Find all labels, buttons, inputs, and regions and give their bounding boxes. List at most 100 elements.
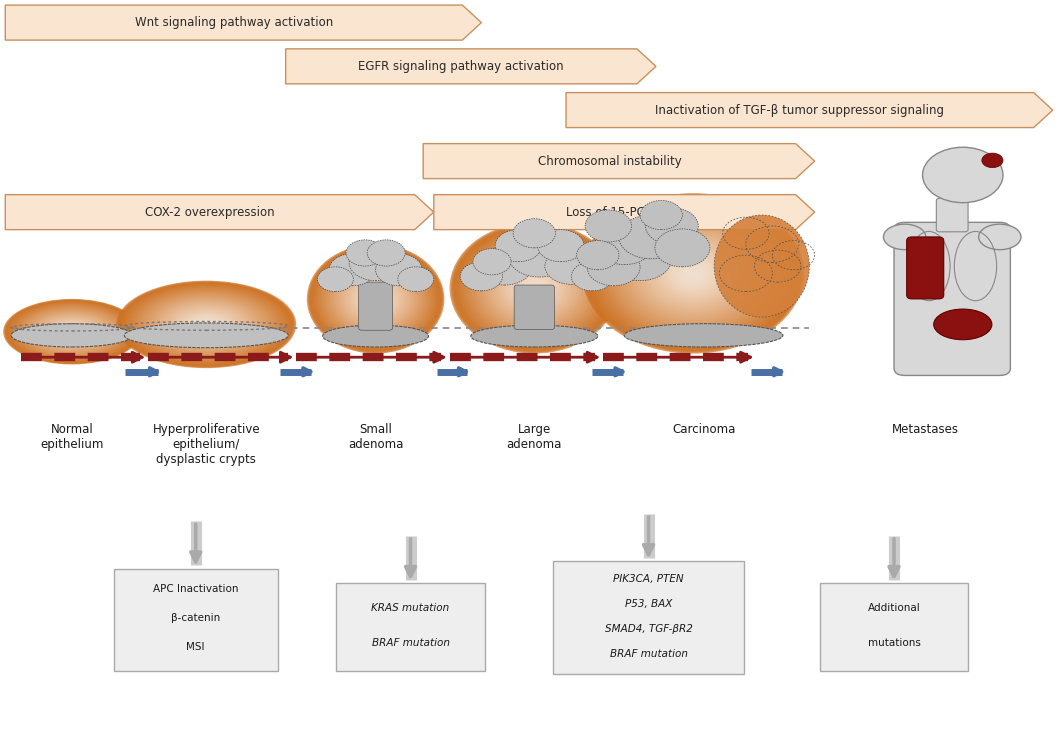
Ellipse shape <box>21 308 123 356</box>
Ellipse shape <box>321 255 431 343</box>
Ellipse shape <box>315 251 436 347</box>
Ellipse shape <box>328 260 423 337</box>
Ellipse shape <box>526 281 543 295</box>
Text: COX-2 overexpression: COX-2 overexpression <box>145 206 275 219</box>
Text: BRAF mutation: BRAF mutation <box>371 638 450 647</box>
Ellipse shape <box>645 238 741 308</box>
Ellipse shape <box>461 232 607 344</box>
Ellipse shape <box>362 288 389 310</box>
Ellipse shape <box>35 314 109 349</box>
Ellipse shape <box>359 286 393 312</box>
Ellipse shape <box>171 308 241 341</box>
Ellipse shape <box>13 303 131 360</box>
Ellipse shape <box>16 305 128 359</box>
Ellipse shape <box>340 270 412 327</box>
Ellipse shape <box>323 325 428 347</box>
Ellipse shape <box>506 265 563 311</box>
Ellipse shape <box>654 245 732 302</box>
Ellipse shape <box>4 300 140 364</box>
Ellipse shape <box>174 308 239 340</box>
Ellipse shape <box>117 281 295 367</box>
Text: Chromosomal instability: Chromosomal instability <box>537 155 681 168</box>
Ellipse shape <box>18 306 126 357</box>
Ellipse shape <box>330 262 421 335</box>
Ellipse shape <box>500 262 568 314</box>
Ellipse shape <box>589 198 797 348</box>
Ellipse shape <box>370 295 381 303</box>
Ellipse shape <box>322 256 430 341</box>
Ellipse shape <box>127 286 286 363</box>
Ellipse shape <box>148 296 264 353</box>
Circle shape <box>513 219 555 248</box>
Ellipse shape <box>467 235 602 340</box>
Ellipse shape <box>153 299 259 350</box>
Ellipse shape <box>123 284 290 365</box>
Ellipse shape <box>503 263 566 313</box>
Circle shape <box>640 200 682 230</box>
Circle shape <box>645 208 698 244</box>
Ellipse shape <box>619 220 767 327</box>
FancyBboxPatch shape <box>336 583 485 671</box>
Ellipse shape <box>489 252 580 324</box>
Ellipse shape <box>320 254 432 343</box>
Circle shape <box>585 210 632 242</box>
Text: Large
adenoma: Large adenoma <box>507 423 562 451</box>
Ellipse shape <box>512 271 557 305</box>
Ellipse shape <box>317 253 434 345</box>
Ellipse shape <box>31 312 113 351</box>
Ellipse shape <box>7 301 136 362</box>
FancyBboxPatch shape <box>514 285 554 330</box>
Ellipse shape <box>145 295 268 354</box>
Ellipse shape <box>141 292 272 356</box>
Circle shape <box>923 147 1003 203</box>
Ellipse shape <box>142 293 271 356</box>
Text: APC Inactivation: APC Inactivation <box>153 584 238 594</box>
Circle shape <box>545 248 598 284</box>
Text: mutations: mutations <box>868 638 920 647</box>
Ellipse shape <box>170 307 242 342</box>
Ellipse shape <box>473 241 596 335</box>
Ellipse shape <box>660 249 726 297</box>
Ellipse shape <box>453 225 616 351</box>
Ellipse shape <box>181 312 232 337</box>
Ellipse shape <box>67 329 77 335</box>
Ellipse shape <box>363 289 388 309</box>
Ellipse shape <box>312 249 439 349</box>
Ellipse shape <box>883 225 926 249</box>
Ellipse shape <box>475 242 594 334</box>
Ellipse shape <box>458 229 610 347</box>
Ellipse shape <box>472 239 597 337</box>
Ellipse shape <box>487 252 582 324</box>
Ellipse shape <box>19 306 125 357</box>
Text: Loss of 15-PGDH: Loss of 15-PGDH <box>566 206 663 219</box>
Text: Normal
epithelium: Normal epithelium <box>40 423 104 451</box>
Ellipse shape <box>3 299 141 364</box>
Ellipse shape <box>631 228 755 319</box>
Ellipse shape <box>504 265 565 311</box>
Ellipse shape <box>50 321 94 342</box>
Ellipse shape <box>609 213 777 334</box>
Ellipse shape <box>452 224 617 352</box>
Ellipse shape <box>649 241 737 305</box>
Ellipse shape <box>667 254 719 292</box>
Ellipse shape <box>671 257 715 289</box>
Ellipse shape <box>349 278 402 319</box>
Ellipse shape <box>163 303 250 346</box>
Ellipse shape <box>43 318 101 346</box>
Ellipse shape <box>51 322 93 341</box>
Ellipse shape <box>15 305 129 359</box>
Ellipse shape <box>175 309 238 340</box>
Polygon shape <box>286 49 656 84</box>
Ellipse shape <box>584 195 802 352</box>
Ellipse shape <box>341 271 409 327</box>
Ellipse shape <box>36 315 108 348</box>
Ellipse shape <box>348 277 403 321</box>
Ellipse shape <box>515 273 553 303</box>
Circle shape <box>587 249 640 286</box>
Ellipse shape <box>460 230 608 346</box>
Ellipse shape <box>675 260 712 286</box>
Ellipse shape <box>352 280 399 317</box>
Ellipse shape <box>683 267 703 280</box>
Ellipse shape <box>116 281 296 368</box>
Ellipse shape <box>601 206 785 340</box>
